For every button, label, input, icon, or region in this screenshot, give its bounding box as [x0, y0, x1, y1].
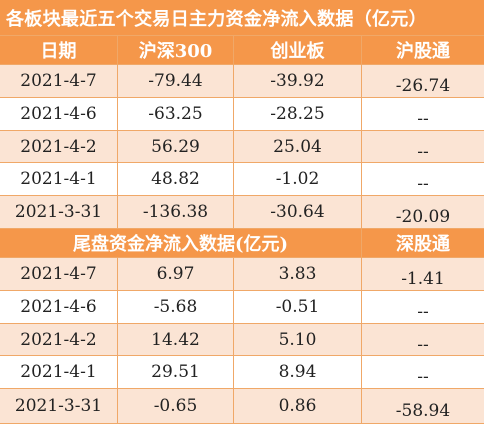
table-cell: -63.25 [118, 98, 234, 131]
header-northbound-sh: 沪股通 [362, 36, 484, 65]
table-cell: -0.65 [118, 389, 234, 424]
table-cell: 6.97 [118, 258, 234, 291]
table-cell: -- [362, 163, 484, 196]
table-cell: -28.25 [234, 98, 362, 131]
table-cell: -1.41 [362, 258, 484, 291]
table-cell: 29.51 [118, 356, 234, 389]
header-hs300: 沪深300 [118, 36, 234, 65]
table-cell: 25.04 [234, 131, 362, 163]
table-cell: 2021-4-7 [0, 65, 118, 98]
table-cell: 8.94 [234, 356, 362, 389]
table-cell: -1.02 [234, 163, 362, 196]
table-cell: 2021-3-31 [0, 389, 118, 424]
table-cell: -39.92 [234, 65, 362, 98]
table-cell: -20.09 [362, 196, 484, 229]
header-date: 日期 [0, 36, 118, 65]
table-cell: -- [362, 291, 484, 324]
header-chinext: 创业板 [234, 36, 362, 65]
table-cell: 0.86 [234, 389, 362, 424]
table-cell: -- [362, 98, 484, 131]
table-cell: -0.51 [234, 291, 362, 324]
section-title: 尾盘资金净流入数据(亿元) [0, 229, 362, 258]
header-northbound-sz: 深股通 [362, 229, 484, 258]
table-cell: -26.74 [362, 65, 484, 98]
table-cell: -30.64 [234, 196, 362, 229]
table-cell: -136.38 [118, 196, 234, 229]
table-cell: 5.10 [234, 324, 362, 356]
table-cell: -- [362, 131, 484, 163]
table-cell: 2021-4-6 [0, 98, 118, 131]
table-cell: 3.83 [234, 258, 362, 291]
table-cell: -- [362, 356, 484, 389]
table-cell: 2021-3-31 [0, 196, 118, 229]
table-cell: 56.29 [118, 131, 234, 163]
table-cell: 2021-4-6 [0, 291, 118, 324]
table-cell: 14.42 [118, 324, 234, 356]
table-cell: -79.44 [118, 65, 234, 98]
table-cell: -58.94 [362, 389, 484, 424]
table-cell: 2021-4-2 [0, 324, 118, 356]
table-cell: 48.82 [118, 163, 234, 196]
table-cell: -- [362, 324, 484, 356]
table-cell: 2021-4-1 [0, 163, 118, 196]
table-cell: 2021-4-1 [0, 356, 118, 389]
table-cell: 2021-4-2 [0, 131, 118, 163]
table-title: 各板块最近五个交易日主力资金净流入数据（亿元） [0, 0, 484, 36]
table-cell: 2021-4-7 [0, 258, 118, 291]
table-cell: -5.68 [118, 291, 234, 324]
